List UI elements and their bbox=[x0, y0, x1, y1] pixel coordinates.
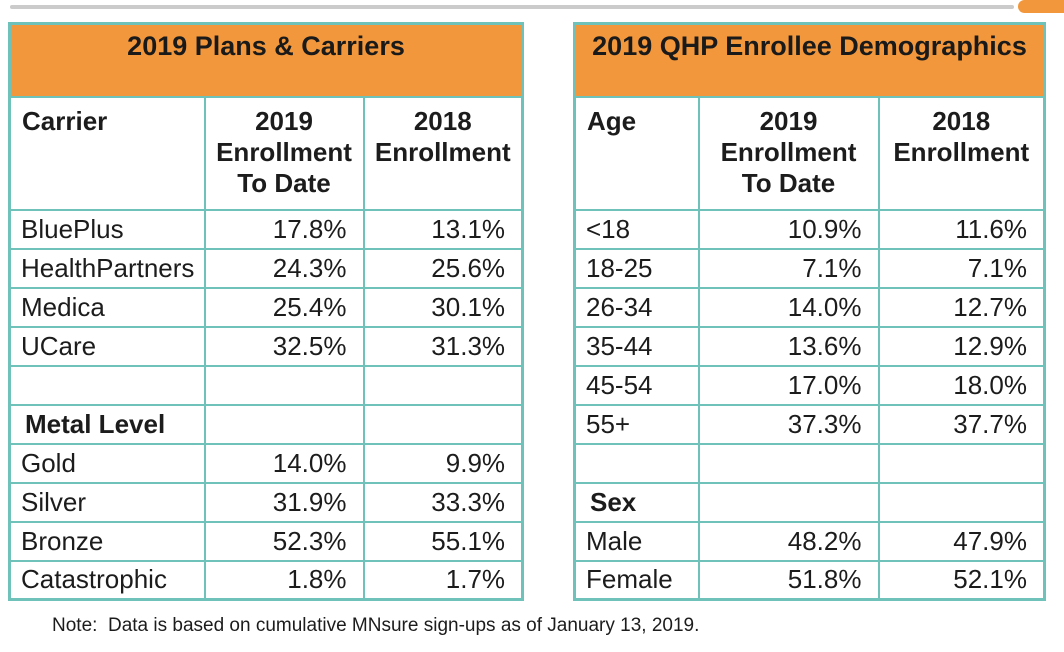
table-row: 18-25 7.1% 7.1% bbox=[573, 247, 1046, 289]
value-2019: 31.9% bbox=[203, 481, 365, 523]
footnote: Note: Data is based on cumulative MNsure… bbox=[52, 615, 700, 636]
value-2019: 14.0% bbox=[203, 442, 365, 484]
table-row: Female 51.8% 52.1% bbox=[573, 559, 1046, 601]
table-row: UCare 32.5% 31.3% bbox=[8, 325, 524, 367]
orange-corner-accent bbox=[1018, 0, 1064, 13]
value-2019: 24.3% bbox=[203, 247, 365, 289]
row-label: Metal Level bbox=[8, 403, 206, 445]
value-2019: 51.8% bbox=[697, 559, 880, 601]
value-2018 bbox=[362, 364, 524, 406]
value-2019: 52.3% bbox=[203, 520, 365, 562]
column-header-2018-enrollment: 2018 Enrollment bbox=[362, 95, 524, 211]
value-2019: 32.5% bbox=[203, 325, 365, 367]
value-2018: 37.7% bbox=[877, 403, 1046, 445]
value-2019: 7.1% bbox=[697, 247, 880, 289]
value-2018: 18.0% bbox=[877, 364, 1046, 406]
table-row: <18 10.9% 11.6% bbox=[573, 208, 1046, 250]
row-label: BluePlus bbox=[8, 208, 206, 250]
table-row: HealthPartners 24.3% 25.6% bbox=[8, 247, 524, 289]
table-row bbox=[573, 442, 1046, 484]
value-2018: 25.6% bbox=[362, 247, 524, 289]
table-title-row: 2019 Plans & Carriers bbox=[8, 22, 524, 98]
value-2018: 11.6% bbox=[877, 208, 1046, 250]
qhp-demographics-table: 2019 QHP Enrollee Demographics Age 2019 … bbox=[573, 22, 1046, 601]
table-row: Catastrophic 1.8% 1.7% bbox=[8, 559, 524, 601]
value-2019: 17.8% bbox=[203, 208, 365, 250]
row-label: Catastrophic bbox=[8, 559, 206, 601]
table-row: 55+ 37.3% 37.7% bbox=[573, 403, 1046, 445]
table-row: Metal Level bbox=[8, 403, 524, 445]
value-2019 bbox=[697, 481, 880, 523]
value-2018 bbox=[877, 442, 1046, 484]
table-row: Gold 14.0% 9.9% bbox=[8, 442, 524, 484]
value-2019 bbox=[203, 364, 365, 406]
value-2019 bbox=[697, 442, 880, 484]
value-2019: 1.8% bbox=[203, 559, 365, 601]
row-label: HealthPartners bbox=[8, 247, 206, 289]
table-row: Bronze 52.3% 55.1% bbox=[8, 520, 524, 562]
value-2018: 30.1% bbox=[362, 286, 524, 328]
value-2018: 47.9% bbox=[877, 520, 1046, 562]
column-header-2019-enrollment: 2019 Enrollment To Date bbox=[697, 95, 880, 211]
table-row: 45-54 17.0% 18.0% bbox=[573, 364, 1046, 406]
column-header-row: Age 2019 Enrollment To Date 2018 Enrollm… bbox=[573, 95, 1046, 211]
plans-carriers-title: 2019 Plans & Carriers bbox=[8, 22, 524, 98]
table-row: Male 48.2% 47.9% bbox=[573, 520, 1046, 562]
row-label: <18 bbox=[573, 208, 700, 250]
value-2018: 52.1% bbox=[877, 559, 1046, 601]
row-label bbox=[573, 442, 700, 484]
value-2019: 25.4% bbox=[203, 286, 365, 328]
column-header-2018-enrollment: 2018 Enrollment bbox=[877, 95, 1046, 211]
value-2019: 37.3% bbox=[697, 403, 880, 445]
value-2018: 33.3% bbox=[362, 481, 524, 523]
value-2018: 12.9% bbox=[877, 325, 1046, 367]
table-row: Silver 31.9% 33.3% bbox=[8, 481, 524, 523]
value-2018: 13.1% bbox=[362, 208, 524, 250]
value-2018: 12.7% bbox=[877, 286, 1046, 328]
value-2018: 31.3% bbox=[362, 325, 524, 367]
row-label: Bronze bbox=[8, 520, 206, 562]
qhp-demographics-title: 2019 QHP Enrollee Demographics bbox=[573, 22, 1046, 98]
row-label: Sex bbox=[573, 481, 700, 523]
divider-line bbox=[10, 5, 1014, 9]
value-2018: 7.1% bbox=[877, 247, 1046, 289]
column-header-age: Age bbox=[573, 95, 700, 211]
row-label bbox=[8, 364, 206, 406]
value-2018: 55.1% bbox=[362, 520, 524, 562]
row-label: Gold bbox=[8, 442, 206, 484]
table-row: 35-44 13.6% 12.9% bbox=[573, 325, 1046, 367]
value-2019: 10.9% bbox=[697, 208, 880, 250]
column-header-2019-enrollment: 2019 Enrollment To Date bbox=[203, 95, 365, 211]
row-label: Silver bbox=[8, 481, 206, 523]
row-label: 35-44 bbox=[573, 325, 700, 367]
column-header-row: Carrier 2019 Enrollment To Date 2018 Enr… bbox=[8, 95, 524, 211]
plans-carriers-table: 2019 Plans & Carriers Carrier 2019 Enrol… bbox=[8, 22, 525, 601]
value-2018 bbox=[877, 481, 1046, 523]
column-header-carrier: Carrier bbox=[8, 95, 206, 211]
row-label: 55+ bbox=[573, 403, 700, 445]
table-row bbox=[8, 364, 524, 406]
table-row: BluePlus 17.8% 13.1% bbox=[8, 208, 524, 250]
table-title-row: 2019 QHP Enrollee Demographics bbox=[573, 22, 1046, 98]
value-2019: 17.0% bbox=[697, 364, 880, 406]
row-label: 18-25 bbox=[573, 247, 700, 289]
row-label: Female bbox=[573, 559, 700, 601]
table-row: 26-34 14.0% 12.7% bbox=[573, 286, 1046, 328]
row-label: Medica bbox=[8, 286, 206, 328]
row-label: Male bbox=[573, 520, 700, 562]
value-2019 bbox=[203, 403, 365, 445]
value-2019: 48.2% bbox=[697, 520, 880, 562]
value-2018: 1.7% bbox=[362, 559, 524, 601]
value-2019: 14.0% bbox=[697, 286, 880, 328]
row-label: 45-54 bbox=[573, 364, 700, 406]
table-row: Medica 25.4% 30.1% bbox=[8, 286, 524, 328]
value-2019: 13.6% bbox=[697, 325, 880, 367]
value-2018: 9.9% bbox=[362, 442, 524, 484]
row-label: UCare bbox=[8, 325, 206, 367]
value-2018 bbox=[362, 403, 524, 445]
row-label: 26-34 bbox=[573, 286, 700, 328]
table-row: Sex bbox=[573, 481, 1046, 523]
